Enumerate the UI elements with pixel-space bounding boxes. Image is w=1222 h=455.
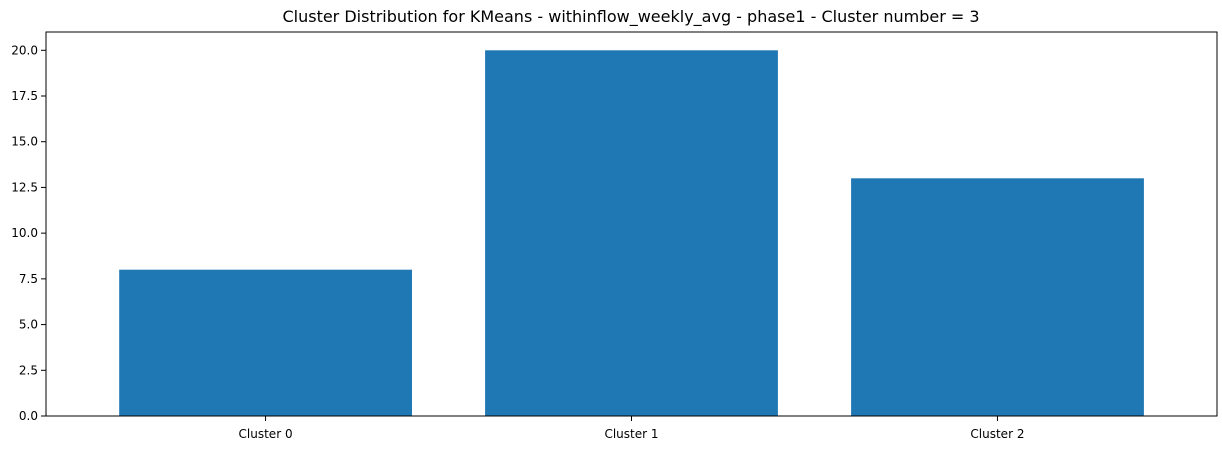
bar-cluster-2 <box>851 178 1144 416</box>
chart-title: Cluster Distribution for KMeans - within… <box>282 7 979 27</box>
y-tick-label: 5.0 <box>19 318 38 332</box>
y-tick-label: 10.0 <box>11 226 38 240</box>
y-tick-label: 20.0 <box>11 43 38 57</box>
y-tick-label: 12.5 <box>11 180 38 194</box>
bar-cluster-1 <box>485 50 778 417</box>
y-tick-label: 17.5 <box>11 89 38 103</box>
x-tick-label: Cluster 0 <box>239 427 293 441</box>
bar-cluster-0 <box>119 269 412 416</box>
x-tick-label: Cluster 1 <box>604 427 658 441</box>
plot-frame <box>45 31 1218 417</box>
y-tick-label: 15.0 <box>11 135 38 149</box>
x-axis: Cluster 0 Cluster 1 Cluster 2 <box>239 416 1024 441</box>
bars-group <box>119 50 1144 417</box>
y-tick-label: 2.5 <box>19 363 38 377</box>
y-axis: 0.0 2.5 5.0 7.5 10.0 12.5 15.0 17.5 20.0 <box>11 43 46 423</box>
x-tick-label: Cluster 2 <box>970 427 1024 441</box>
y-tick-label: 0.0 <box>19 409 38 423</box>
y-tick-label: 7.5 <box>19 272 38 286</box>
